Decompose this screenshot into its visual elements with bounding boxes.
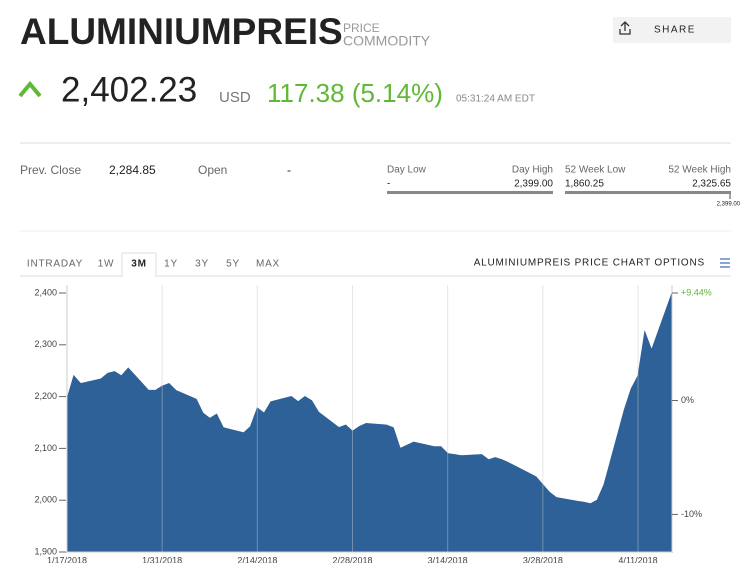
stat-label: Day High bbox=[512, 165, 553, 176]
x-tick-label: 1/31/2018 bbox=[142, 555, 182, 563]
area bbox=[66, 292, 673, 553]
share-label[interactable]: SHARE bbox=[654, 25, 696, 36]
price: 2,402.23 bbox=[61, 70, 197, 109]
tag: COMMODITY bbox=[343, 33, 431, 49]
tab[interactable]: INTRADAY bbox=[27, 259, 83, 270]
stat-label: Open bbox=[198, 163, 227, 177]
y2-tick-label: 0% bbox=[681, 395, 694, 405]
change: 117.38 (5.14%) bbox=[267, 78, 443, 108]
time: 05:31:24 AM EDT bbox=[456, 94, 535, 105]
range-bar bbox=[387, 191, 553, 194]
stat-label: 52 Week Low bbox=[565, 165, 626, 176]
chart: 1,900 2,000 2,100 2,200 2,300 2,400 +9.44% 0% -1… bbox=[34, 285, 712, 563]
x-tick-label: 4/11/2018 bbox=[618, 555, 657, 563]
y-tick-label: 1,900 bbox=[34, 546, 57, 556]
stat-value: - bbox=[387, 179, 390, 190]
title: ALUMINIUMPREIS bbox=[20, 11, 343, 52]
y2-tick-label: -10% bbox=[681, 509, 702, 519]
stat-value: 2,284.85 bbox=[109, 163, 156, 177]
x-tick-label: 3/28/2018 bbox=[523, 555, 563, 563]
x-tick-label: 2/14/2018 bbox=[237, 555, 277, 563]
tab[interactable]: MAX bbox=[256, 259, 280, 270]
tab[interactable]: 5Y bbox=[226, 259, 240, 270]
up-arrow bbox=[18, 80, 42, 98]
share-button[interactable] bbox=[613, 17, 731, 43]
y-tick-label: 2,300 bbox=[34, 339, 57, 349]
tab[interactable]: 1Y bbox=[164, 259, 178, 270]
tab[interactable]: 3Y bbox=[195, 259, 209, 270]
stat-value: 1,860.25 bbox=[565, 179, 604, 190]
stat-value: 2,325.65 bbox=[692, 179, 731, 190]
chart-options[interactable]: ALUMINIUMPREIS PRICE CHART OPTIONS bbox=[474, 258, 705, 269]
menu-icon[interactable] bbox=[720, 258, 730, 268]
stat-label: Day Low bbox=[387, 165, 427, 176]
x-tick-label: 1/17/2018 bbox=[47, 555, 87, 563]
range-bar bbox=[565, 191, 731, 194]
stat-value: 2,399.00 bbox=[514, 179, 553, 190]
stat-label: Prev. Close bbox=[20, 163, 81, 177]
y2-tick-label: +9.44% bbox=[681, 287, 712, 297]
tag: PRICE bbox=[343, 21, 380, 35]
tabs: INTRADAY 1W 3M 1Y 3Y 5Y MAX bbox=[27, 252, 280, 277]
stat-label: 52 Week High bbox=[668, 165, 731, 176]
y-tick-label: 2,100 bbox=[34, 443, 57, 453]
x-tick-label: 2/28/2018 bbox=[332, 555, 372, 563]
y-tick-label: 2,200 bbox=[34, 391, 57, 401]
x-tick-label: 3/14/2018 bbox=[428, 555, 468, 563]
stat-value: - bbox=[287, 163, 291, 177]
share-icon bbox=[619, 21, 631, 35]
range-marker-label: 2,399.00 bbox=[717, 202, 741, 208]
y-tick-label: 2,000 bbox=[34, 495, 57, 505]
tab[interactable]: 3M bbox=[131, 259, 147, 270]
tab-selected bbox=[121, 252, 157, 277]
currency: USD bbox=[219, 89, 251, 106]
tab[interactable]: 1W bbox=[98, 259, 115, 270]
y-tick-label: 2,400 bbox=[34, 287, 57, 297]
